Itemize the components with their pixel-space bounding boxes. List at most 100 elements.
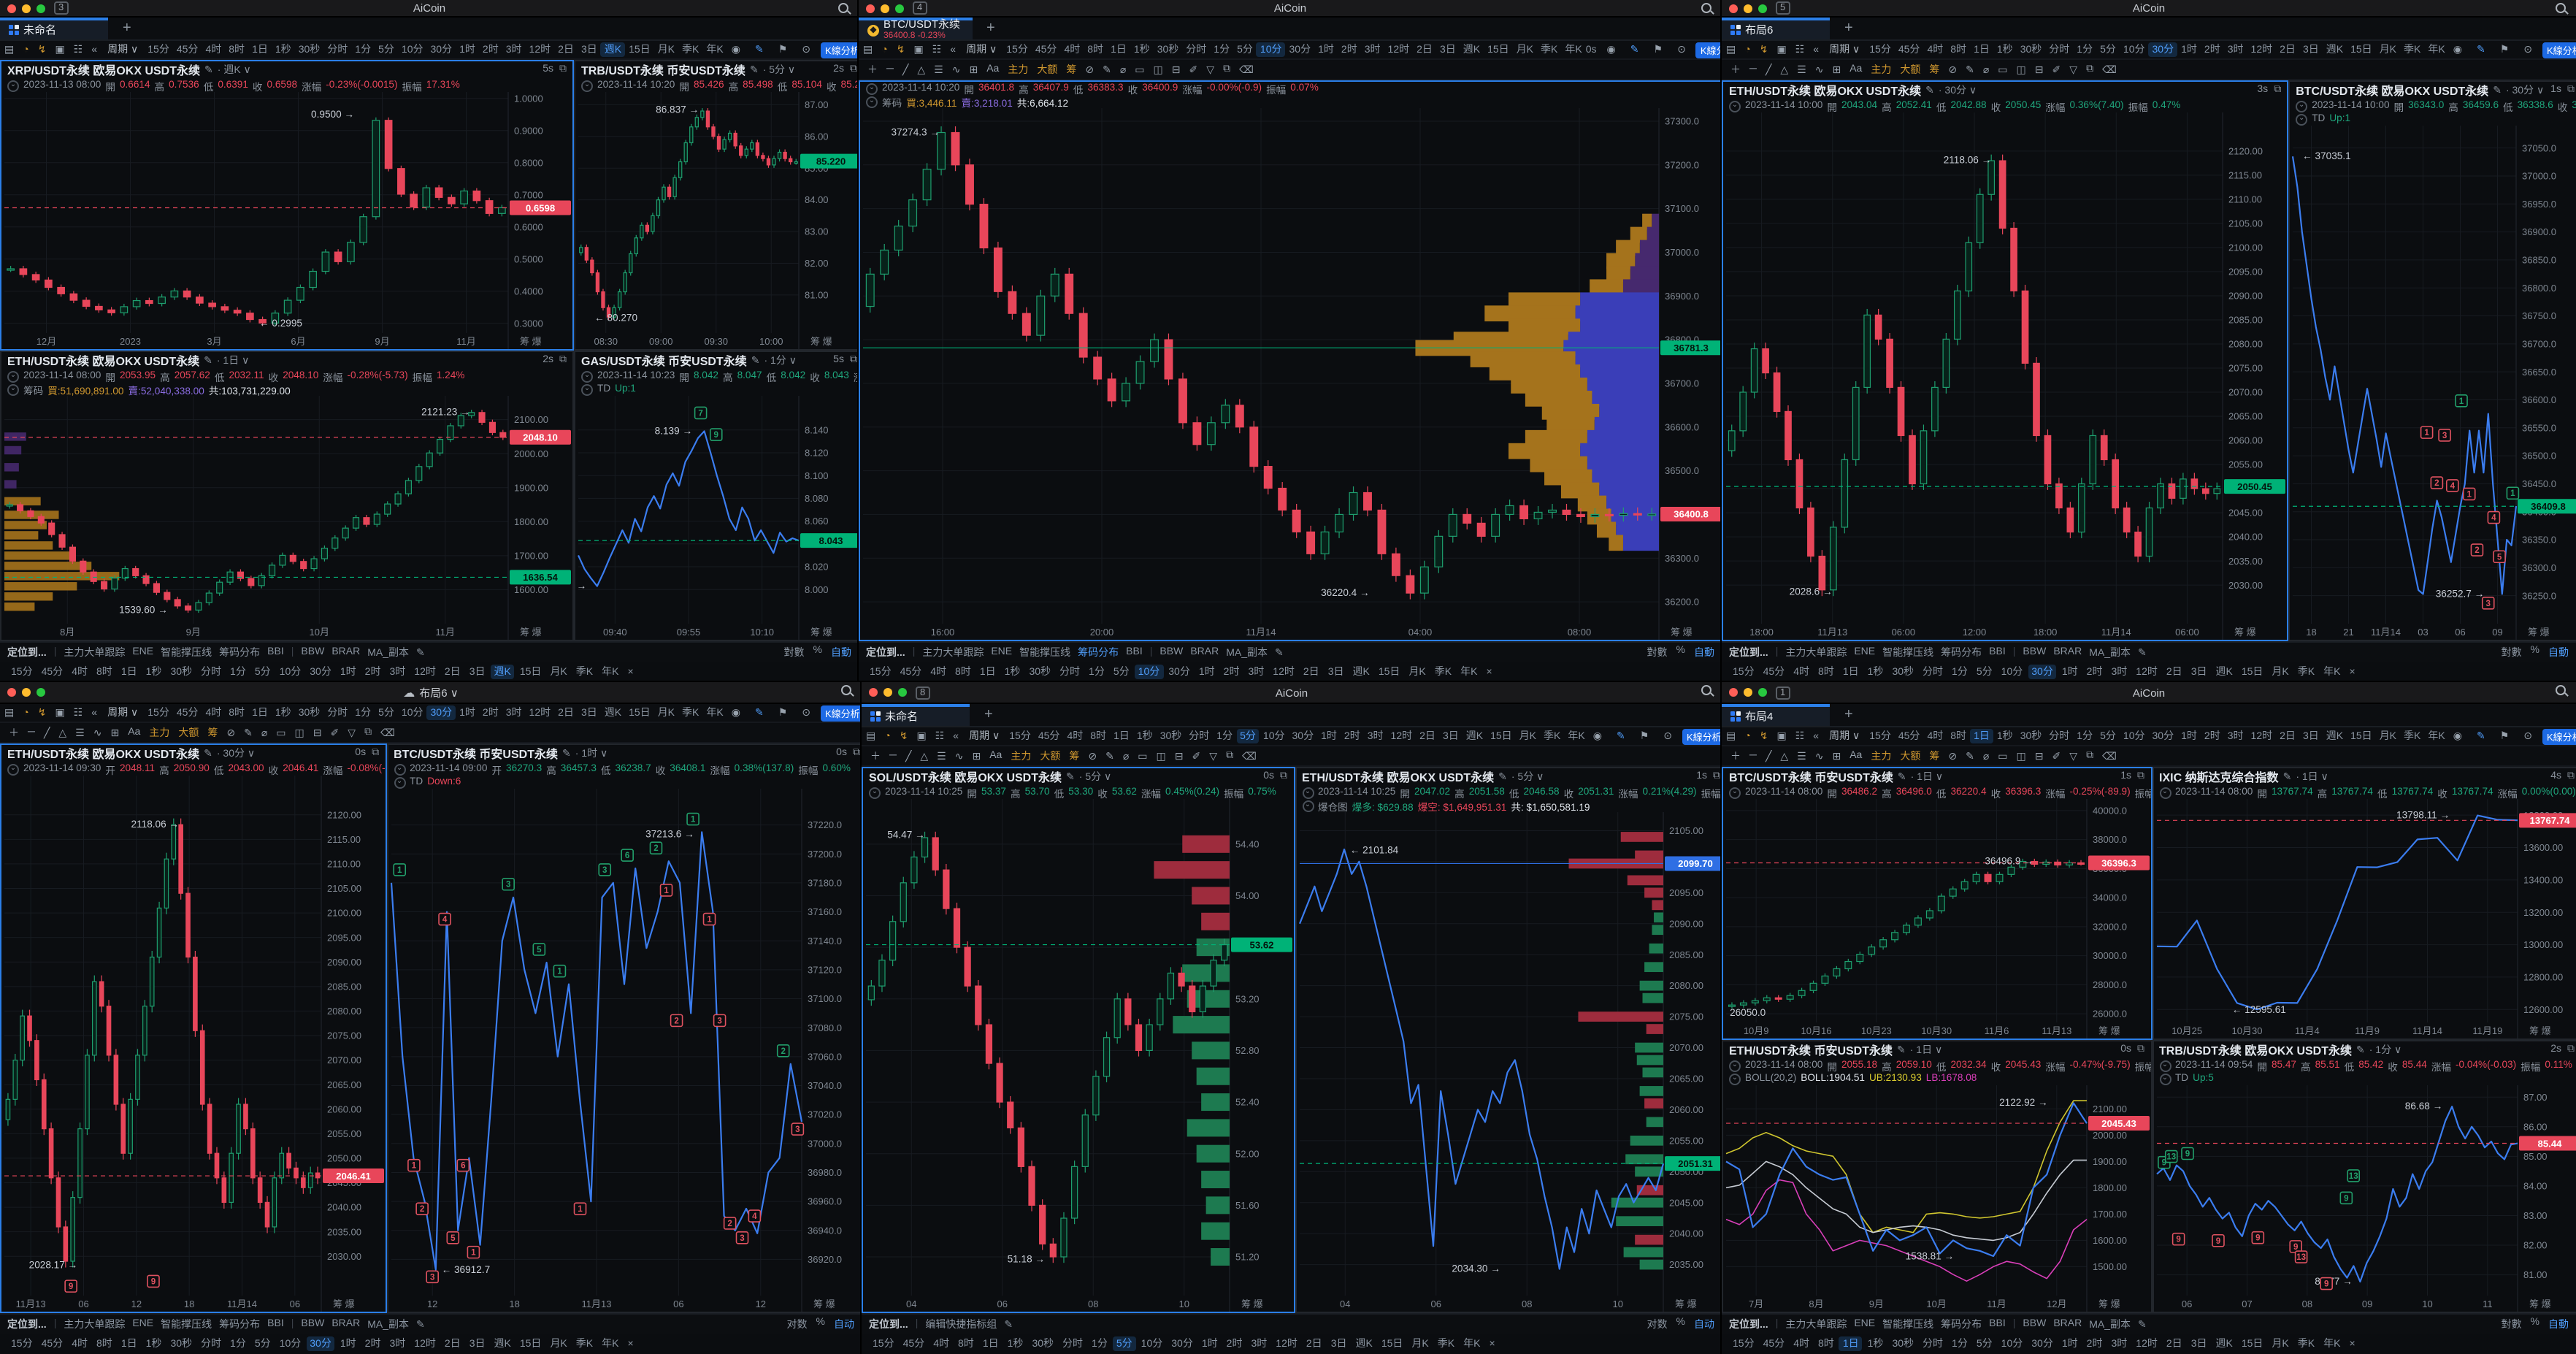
bottom-timeframe-1日[interactable]: 1日 [982, 1339, 999, 1350]
indicator-MA_副本[interactable]: MA_副本 [1226, 648, 1268, 658]
timeframe-1日[interactable]: 1日 [1111, 45, 1127, 56]
indicator-BBW[interactable]: BBW [1159, 647, 1184, 657]
bottom-timeframe-月K[interactable]: 月K [550, 1339, 567, 1350]
bottom-timeframe-3时[interactable]: 3时 [389, 668, 406, 678]
panel-timeframe[interactable]: · 1日 ∨ [2296, 773, 2328, 783]
chart-panel-P12[interactable]: BTC/USDT永续 币安USDT永续 ✎ · 1日 ∨ 1s ⧉ ⌄ 2023-11-14… [1722, 767, 2152, 1040]
popout-icon[interactable]: ⧉ [2567, 771, 2575, 781]
bottom-timeframe-季K[interactable]: 季K [2297, 668, 2315, 678]
bottom-timeframe-15分[interactable]: 15分 [1733, 668, 1755, 678]
calendar-icon[interactable]: ▣ [913, 45, 924, 56]
indicator-ENE[interactable]: ENE [132, 647, 154, 657]
bottom-timeframe-1秒[interactable]: 1秒 [1867, 668, 1884, 678]
chart-canvas[interactable]: 37300.0 37200.0 37100.0 37000.0 36900.0 36800… [860, 108, 1722, 640]
close-tf-bar[interactable]: × [2349, 667, 2355, 677]
bottom-timeframe-5分[interactable]: 5分 [1112, 1336, 1136, 1351]
bookmark-icon[interactable]: ◫ [1156, 751, 1166, 762]
scale-option-自動[interactable]: 自動 [2548, 1320, 2569, 1330]
trendline-icon[interactable]: ╱ [1765, 751, 1772, 762]
bottom-timeframe-10分[interactable]: 10分 [1134, 665, 1164, 679]
bottom-timeframe-30分[interactable]: 30分 [2028, 665, 2057, 679]
timeframe-10分[interactable]: 10分 [401, 708, 423, 719]
new-tab-button[interactable]: + [1844, 707, 1853, 723]
bottom-timeframe-30秒[interactable]: 30秒 [1892, 1339, 1914, 1350]
timeframe-4时[interactable]: 4时 [1927, 732, 1944, 742]
bottom-timeframe-2日[interactable]: 2日 [2166, 668, 2182, 678]
triangle-icon[interactable]: △ [920, 751, 929, 762]
collapse-icon[interactable]: ⌄ [2296, 113, 2308, 125]
panel-timeframe[interactable]: · 1时 ∨ [575, 749, 608, 760]
bottom-timeframe-3时[interactable]: 3时 [1251, 1339, 1268, 1350]
panel-timeframe[interactable]: · 30分 ∨ [2505, 86, 2545, 96]
bottom-timeframe-12时[interactable]: 12时 [414, 668, 436, 678]
indicator-MA_副本[interactable]: MA_副本 [2089, 1320, 2131, 1330]
new-tab-button[interactable]: + [1844, 20, 1853, 37]
bottom-timeframe-3日[interactable]: 3日 [2190, 1339, 2207, 1350]
popout-icon[interactable]: ⧉ [559, 64, 567, 74]
layout-grid-icon[interactable]: ☷ [932, 45, 942, 56]
scale-option-%[interactable]: % [2530, 645, 2539, 655]
bottom-timeframe-週K[interactable]: 週K [490, 665, 515, 679]
indicator-筹码分布[interactable]: 筹码分布 [1941, 1320, 1982, 1330]
text-icon[interactable]: Aa [1849, 751, 1863, 761]
indicator-BRAR[interactable]: BRAR [331, 647, 361, 657]
timeframe-月K[interactable]: 月K [657, 45, 675, 56]
timeframe-1时[interactable]: 1时 [459, 708, 475, 719]
bottom-timeframe-2日[interactable]: 2日 [1303, 668, 1319, 678]
timeframe-1分[interactable]: 1分 [355, 45, 372, 56]
bottom-timeframe-3时[interactable]: 3时 [389, 1339, 406, 1350]
popout-icon[interactable]: ⧉ [2274, 85, 2282, 95]
gridbox-icon[interactable]: ⊞ [1832, 65, 1841, 75]
timeframe-3时[interactable]: 3时 [2227, 45, 2244, 56]
popout-icon[interactable]: ⧉ [1280, 771, 1287, 781]
timeframe-週K[interactable]: 週K [1463, 45, 1481, 56]
indicator-ENE[interactable]: ENE [1854, 647, 1876, 657]
zoom-button[interactable] [895, 4, 904, 12]
close-tf-bar[interactable]: × [627, 667, 634, 677]
chart-panel-P7[interactable]: BTC/USDT永续 欧易OKX USDT永续 ✎ · 30分 ∨ 1s ⧉ ⌄ 2023-… [2288, 80, 2576, 641]
camera-icon[interactable]: ◉ [731, 45, 740, 56]
pen-icon[interactable]: ✎ [1966, 751, 1974, 762]
timeframe-5分[interactable]: 5分 [1236, 729, 1260, 743]
measure-icon[interactable]: ⌀ [1119, 65, 1127, 75]
bottom-timeframe-10分[interactable]: 10分 [1141, 1339, 1163, 1350]
timeframe-週K[interactable]: 週K [2326, 45, 2344, 56]
chart-canvas[interactable]: 37050.0 37000.0 36950.0 36900.0 36850.0 36800… [2290, 126, 2576, 640]
timeframe-1秒[interactable]: 1秒 [275, 45, 291, 56]
bottom-timeframe-8时[interactable]: 8时 [955, 668, 971, 678]
bottom-timeframe-週K[interactable]: 週K [1352, 668, 1370, 678]
collapse-icon[interactable]: ⌄ [2159, 787, 2171, 798]
wave-icon[interactable]: ∿ [1814, 65, 1824, 75]
timeframe-1分[interactable]: 1分 [2077, 45, 2093, 56]
collapse-icon[interactable]: ⌄ [1729, 787, 1741, 798]
clock-icon[interactable]: ◔ [1744, 45, 1751, 55]
bottom-timeframe-4时[interactable]: 4时 [1793, 1339, 1809, 1350]
search-icon[interactable] [841, 685, 851, 695]
bottom-timeframe-年K[interactable]: 年K [2323, 1339, 2341, 1350]
bottom-timeframe-1分[interactable]: 1分 [230, 1339, 246, 1350]
crosshair-icon[interactable]: ＋ [1730, 65, 1741, 75]
text-icon[interactable]: Aa [128, 727, 141, 738]
hline-icon[interactable]: ─ [889, 751, 897, 761]
bottom-timeframe-30秒[interactable]: 30秒 [1032, 1339, 1054, 1350]
scale-option-對數[interactable]: 對數 [783, 648, 805, 658]
bottom-timeframe-8时[interactable]: 8时 [96, 668, 112, 678]
bottom-timeframe-週K[interactable]: 週K [2215, 1339, 2233, 1350]
chart-canvas[interactable]: 40000.038000.036000.034000.032000.030000… [1723, 799, 2150, 1039]
bottom-timeframe-3日[interactable]: 3日 [2190, 668, 2207, 678]
parallel-icon[interactable]: ☰ [1797, 751, 1806, 762]
panel-timeframe[interactable]: · 1日 ∨ [216, 356, 250, 367]
bottom-timeframe-1分[interactable]: 1分 [1092, 1339, 1108, 1350]
bottom-timeframe-3日[interactable]: 3日 [1330, 1339, 1347, 1350]
timeframe-30秒[interactable]: 30秒 [2020, 732, 2042, 742]
wave-icon[interactable]: ∿ [1814, 751, 1824, 762]
bottom-timeframe-15分[interactable]: 15分 [870, 668, 892, 678]
indicator-筹码分布[interactable]: 筹码分布 [1078, 648, 1119, 658]
brush-icon[interactable]: ✐ [330, 728, 340, 738]
clip-icon[interactable]: ⊘ [1948, 751, 1958, 762]
layout-grid-icon[interactable]: ☷ [1795, 45, 1805, 56]
timeframe-年K[interactable]: 年K [706, 45, 724, 56]
timeframe-15分[interactable]: 15分 [1006, 45, 1028, 56]
timeframe-1秒[interactable]: 1秒 [275, 708, 291, 719]
brush-icon[interactable]: ✐ [2052, 751, 2061, 762]
